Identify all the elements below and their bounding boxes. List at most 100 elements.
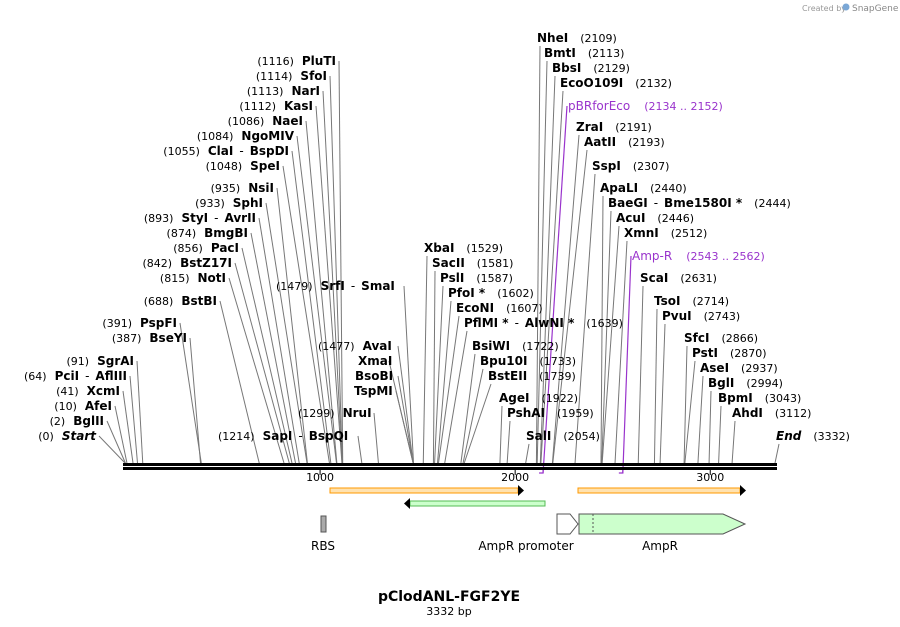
ampr-orf-arrow [578,513,747,535]
site-econi-leader-line [437,315,460,464]
site-label-bsiwi: BsiWI (1722) [472,339,559,353]
site-label-xmni: XmnI (2512) [624,226,707,240]
rbs-feature-box [320,515,327,533]
green-arrow-reverse [404,498,546,509]
site-label-clai: (1055) ClaI - BspDI [163,144,289,158]
primer-amp-r-leader-line [622,255,632,474]
site-label-bsteii: BstEII (1739) [488,369,576,383]
site-pcii-leader-line [129,375,138,464]
site-sfoi-leader-line [329,75,343,464]
ampr-promoter-arrow [556,513,579,535]
orange-arrow-left [329,485,524,496]
site-label-sapi: (1214) SapI - BspQI [218,429,348,443]
site-xbai-leader-line [422,255,428,464]
site-ngomiv-leader-line [296,135,337,464]
site-xcmi-leader-line [122,390,134,464]
site-kasi-leader-line [315,105,343,464]
site-label-scai: ScaI (2631) [640,271,717,285]
axis-ticks: 1000 2000 3000 [306,470,724,484]
site-label-sali: SalI (2054) [526,429,600,443]
site-pluti-leader-line [338,60,344,464]
site-sphi-leader-line [265,202,308,464]
feature-label-rbs: RBS [311,539,335,553]
site-label-afei: (10) AfeI [54,399,112,413]
site-label-bmgbi: (874) BmgBI [167,226,248,240]
feature-label-ampr: AmpR [642,539,678,553]
site-label-pluti: (1116) PluTI [257,54,336,68]
site-label-sfci: SfcI (2866) [684,331,758,345]
watermark-brand: SnapGene [852,4,899,14]
site-bbsi-leader-line [539,75,556,464]
site-afei-leader-line [114,405,128,464]
site-label-zrai: ZraI (2191) [576,120,652,134]
site-aatii-leader-line [552,149,588,464]
site-label-acui: AcuI (2446) [616,211,694,225]
snapgene-logo-icon [842,3,850,11]
site-label-avai: (1477) AvaI [318,339,392,353]
site-label-pcii: (64) PciI - AflIII [24,369,127,383]
site-label-sfoi: (1114) SfoI [256,69,327,83]
site-label-bsobi: BsoBI [355,369,393,383]
site-psli-leader-line [434,285,444,464]
site-label-ecoo109i: EcoO109I (2132) [560,76,672,90]
site-label-bmti: BmtI (2113) [544,46,624,60]
leader-lines [98,45,780,474]
site-label-psli: PslI (1587) [440,271,513,285]
tick-label-3000: 3000 [696,471,724,484]
site-apali-leader-line [600,195,604,464]
site-tspmi-leader-line [395,390,414,464]
plasmid-title: pClodANL-FGF2YE [378,589,520,605]
site-pshai-leader-line [506,420,511,464]
site-baegi-leader-line [601,210,612,464]
site-bsobi-leader-line [397,375,414,464]
site-label-srfi: (1479) SrfI - SmaI [276,279,395,293]
site-label-psti: PstI (2870) [692,346,767,360]
site-paci-leader-line [241,247,293,464]
primer-pbrforeco-leader-line [542,105,568,474]
site-label-naei: (1086) NaeI [228,114,303,128]
site-bpu10i-leader-line [462,368,484,464]
site-label-nsii: (935) NsiI [211,181,274,195]
site-tsoi-leader-line [653,308,658,464]
site-label-sspi: SspI (2307) [592,159,669,173]
site-label-kasi: (1112) KasI [239,99,313,113]
orange-arrow-right [577,485,746,496]
site-label-bpmi: BpmI (3043) [718,391,801,405]
site-sgrai-leader-line [136,360,144,464]
tick-label-2000: 2000 [501,471,529,484]
site-pflmi-leader-line [444,330,468,464]
site-nari-leader-line [322,90,343,464]
site-label-pflmi: PflMI * - AlwNI * (1639) [464,316,623,330]
site-label-end: End (3332) [776,429,850,443]
site-sspi-leader-line [574,173,596,464]
site-label-nari: (1113) NarI [247,84,320,98]
site-scai-leader-line [637,285,644,464]
site-psti-leader-line [684,360,696,464]
site-agei-leader-line [499,405,503,464]
site-bsiwi-leader-line [460,353,476,464]
site-label-xbai: XbaI (1529) [424,241,503,255]
site-bpmi-leader-line [718,405,722,464]
site-bmti-leader-line [536,60,548,464]
site-bsteii-leader-line [463,383,492,464]
site-noti-leader-line [228,277,285,464]
site-naei-leader-line [305,120,338,464]
site-zrai-leader-line [551,134,580,464]
primer-label-pbrforeco: pBRforEco (2134 .. 2152) [568,99,723,113]
site-label-econi: EcoNI (1607) [456,301,543,315]
site-ecoo109i-leader-line [540,90,564,464]
site-avai-leader-line [397,345,414,464]
site-asei-leader-line [697,375,704,464]
site-label-baegi: BaeGI - Bme1580I * (2444) [608,196,791,210]
site-label-xcmi: (41) XcmI [56,384,120,398]
site-label-start: (0) Start [38,429,97,443]
site-label-sphi: (933) SphI [195,196,263,210]
site-sapi-leader-line [357,435,363,464]
site-clai-leader-line [291,150,332,464]
site-pfoi-leader-line [437,300,452,464]
site-bgli-leader-line [708,390,712,464]
site-end-leader-line [774,443,780,464]
tick-label-1000: 1000 [306,471,334,484]
site-label-nrui: (1299) NruI [298,406,372,420]
